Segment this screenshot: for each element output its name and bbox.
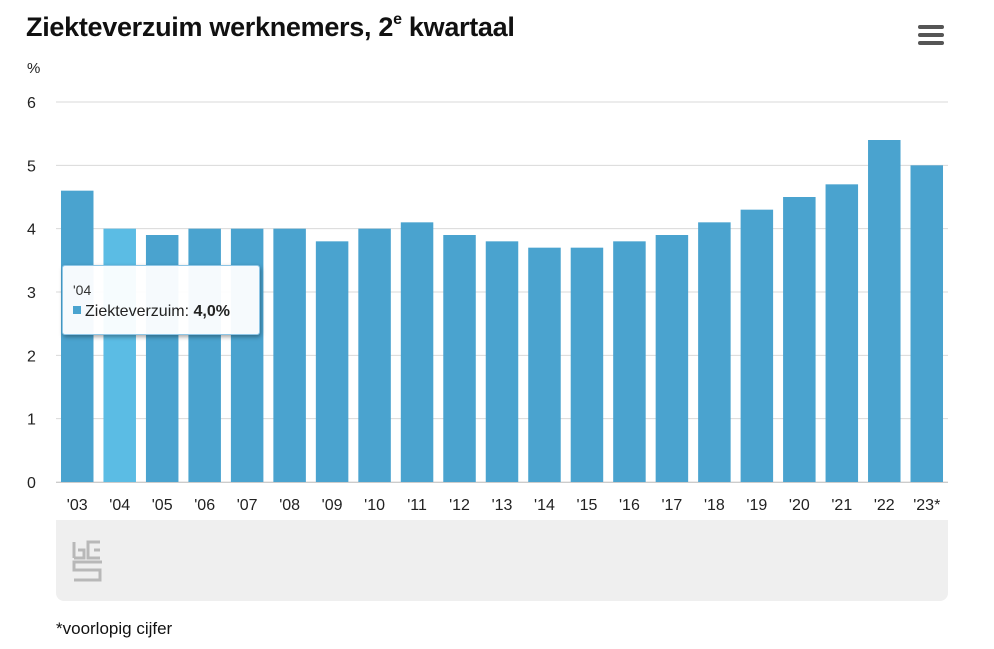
tooltip-series-swatch — [73, 306, 81, 314]
bar-chart: 0 1 2 3 4 5 6 '03 '04 '05 '06 '07 '08 '09 '10 '11 '12 '13… — [27, 95, 948, 514]
x-tick-label: '07 — [237, 497, 258, 514]
bar — [613, 241, 646, 482]
x-tick-label: '16 — [619, 497, 640, 514]
bar — [570, 247, 604, 482]
y-tick-label: 0 — [27, 475, 36, 492]
x-tick-label: '21 — [831, 497, 852, 514]
bar — [485, 241, 519, 482]
bar — [698, 222, 731, 483]
bar — [528, 247, 561, 482]
bar — [910, 165, 944, 483]
x-tick-label: '19 — [746, 497, 767, 514]
bar — [868, 140, 901, 482]
x-tick-label: '11 — [407, 497, 427, 514]
y-axis-unit-label: % — [27, 60, 41, 77]
x-tick-label: '10 — [364, 497, 385, 514]
x-tick-label: '05 — [152, 497, 173, 514]
y-tick-label: 1 — [27, 412, 36, 429]
tooltip-value: 4,0% — [193, 303, 230, 320]
x-tick-label: '08 — [279, 497, 300, 514]
y-tick-label: 4 — [27, 222, 36, 239]
x-tick-label: '14 — [534, 497, 555, 514]
bar — [783, 197, 816, 482]
bar — [400, 222, 434, 483]
bar — [443, 235, 476, 482]
y-tick-label: 6 — [27, 95, 36, 112]
x-tick-label: '22 — [874, 497, 895, 514]
y-tick-label: 5 — [27, 158, 36, 175]
chart-tooltip: '04 Ziekteverzuim: 4,0% — [62, 265, 260, 335]
x-tick-label: '23* — [913, 497, 940, 514]
x-tick-label: '03 — [67, 497, 88, 514]
footer-panel — [56, 520, 948, 601]
x-tick-label: '18 — [704, 497, 725, 514]
x-tick-label: '15 — [577, 497, 598, 514]
hamburger-menu-icon[interactable] — [918, 25, 944, 45]
bar — [60, 190, 94, 482]
x-tick-label: '06 — [194, 497, 215, 514]
bar — [358, 228, 391, 482]
x-tick-label: '04 — [109, 497, 130, 514]
x-tick-label: '09 — [322, 497, 343, 514]
bar — [273, 228, 306, 482]
x-tick-label: '17 — [661, 497, 682, 514]
x-tick-label: '13 — [492, 497, 513, 514]
x-tick-label: '12 — [449, 497, 470, 514]
bar — [655, 235, 689, 482]
y-tick-label: 3 — [27, 285, 36, 302]
tooltip-series-label: Ziekteverzuim: — [85, 303, 190, 320]
chart-title: Ziekteverzuim werknemers, 2e kwartaal — [26, 11, 515, 42]
tooltip-category: '04 — [73, 282, 92, 298]
footnote: *voorlopig cijfer — [56, 619, 173, 638]
tooltip-row: Ziekteverzuim: 4,0% — [73, 303, 230, 321]
x-tick-label: '20 — [789, 497, 810, 514]
bar — [740, 209, 774, 482]
bar — [315, 241, 349, 482]
bar — [825, 184, 859, 483]
y-tick-label: 2 — [27, 348, 36, 365]
cbs-logo-icon — [72, 540, 104, 587]
